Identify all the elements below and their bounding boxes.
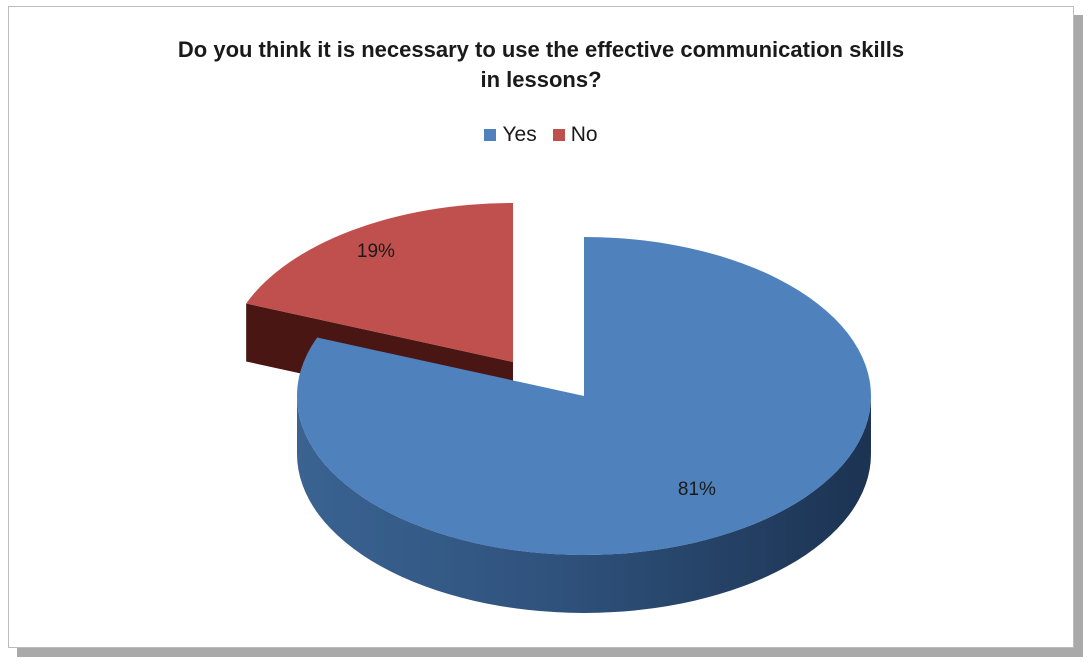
chart-title-line-2: in lessons? — [480, 67, 602, 92]
legend-label-yes: Yes — [502, 123, 537, 146]
chart-frame: Do you think it is necessary to use the … — [8, 6, 1074, 648]
legend-swatch-no — [552, 129, 565, 141]
legend-item-no: No — [552, 123, 598, 147]
slice-label-yes: 81% — [678, 479, 716, 500]
slice-label-no: 19% — [357, 241, 395, 262]
legend-swatch-yes — [484, 129, 497, 141]
slice-side-yes — [297, 396, 871, 613]
slice-top-yes — [296, 237, 872, 555]
legend-label-no: No — [570, 123, 598, 146]
pie-chart: 81% 19% — [246, 203, 872, 613]
slice-top-no — [246, 203, 513, 362]
chart-legend: Yes No — [9, 123, 1073, 147]
chart-title-line-1: Do you think it is necessary to use the … — [177, 37, 905, 62]
chart-title: Do you think it is necessary to use the … — [9, 35, 1073, 95]
legend-item-yes: Yes — [484, 123, 537, 147]
